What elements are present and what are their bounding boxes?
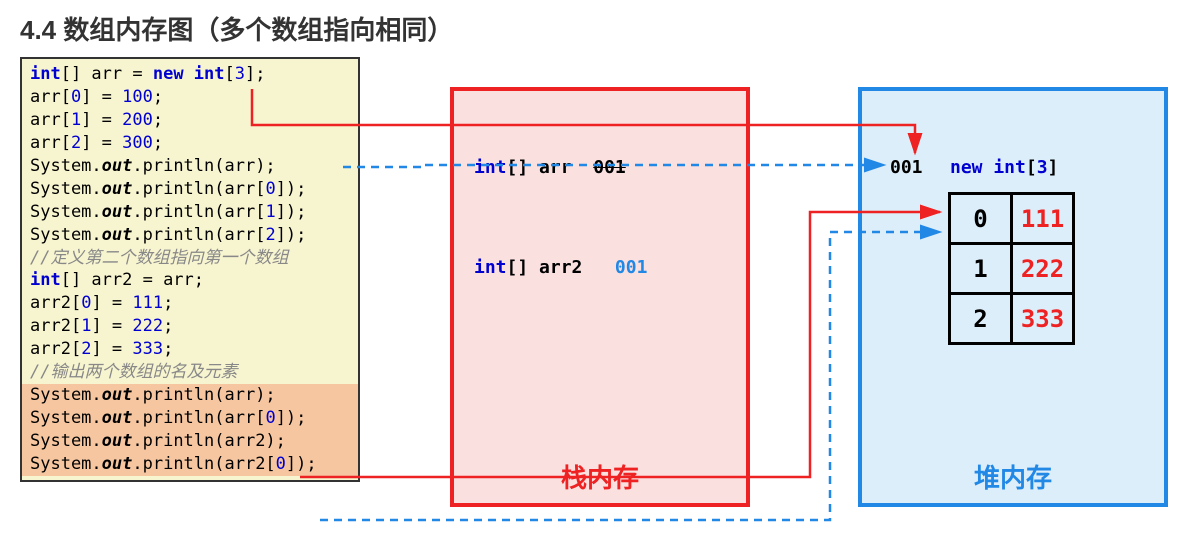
section-title: 4.4 数组内存图（多个数组指向相同） <box>20 10 1167 47</box>
code-block: int[] arr = new int[3]; arr[0] = 100; ar… <box>20 57 360 482</box>
stack-label: 栈内存 <box>454 458 746 495</box>
array-row: 1222 <box>950 244 1074 294</box>
memory-diagram: int[] arr = new int[3]; arr[0] = 100; ar… <box>20 57 1170 537</box>
array-row: 2333 <box>950 294 1074 344</box>
code-line: arr[2] = 300; <box>30 132 350 155</box>
heap-new-expr: new int[3] <box>950 157 1058 178</box>
code-line: System.out.println(arr[2]); <box>30 224 350 247</box>
code-line: arr2[0] = 111; <box>30 292 350 315</box>
code-line: arr2[1] = 222; <box>30 315 350 338</box>
code-line: arr[1] = 200; <box>30 109 350 132</box>
heap-array-table: 0111 1222 2333 <box>948 192 1075 345</box>
code-comment: //定义第二个数组指向第一个数组 <box>30 247 350 270</box>
code-line: System.out.println(arr2[0]); <box>22 453 358 476</box>
code-line: arr2[2] = 333; <box>30 338 350 361</box>
heap-address: 001 <box>890 157 923 178</box>
code-line: System.out.println(arr); <box>22 384 358 407</box>
code-line: System.out.println(arr[0]); <box>22 407 358 430</box>
code-comment: //输出两个数组的名及元素 <box>30 361 350 384</box>
code-line: int[] arr = new int[3]; <box>30 63 350 86</box>
code-line: System.out.println(arr[1]); <box>30 201 350 224</box>
heap-label: 堆内存 <box>862 458 1164 495</box>
array-row: 0111 <box>950 194 1074 244</box>
stack-var-arr: int[] arr 001 <box>474 157 626 178</box>
code-line: System.out.println(arr2); <box>22 430 358 453</box>
stack-var-arr2: int[] arr2 001 <box>474 257 647 278</box>
code-line: System.out.println(arr[0]); <box>30 178 350 201</box>
stack-memory-box: 栈内存 <box>450 87 750 507</box>
code-line: System.out.println(arr); <box>30 155 350 178</box>
code-line: int[] arr2 = arr; <box>30 269 350 292</box>
code-line: arr[0] = 100; <box>30 86 350 109</box>
